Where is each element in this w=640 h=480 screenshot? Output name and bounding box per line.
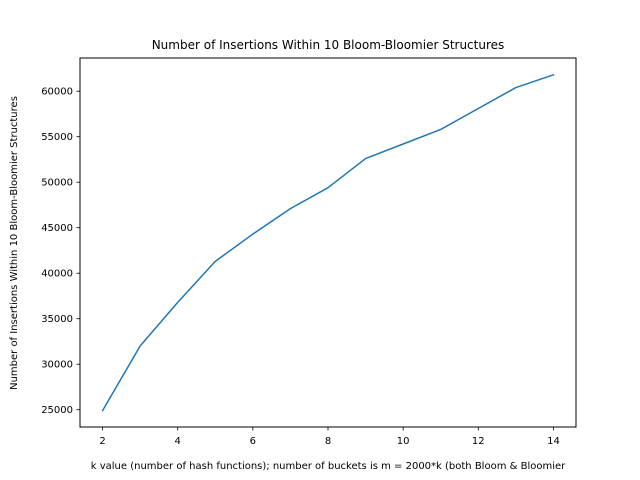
- series-line: [101, 73, 555, 412]
- x-tick-label: 8: [325, 436, 331, 447]
- x-axis: 2 4 6 8 10 12 14: [99, 427, 560, 447]
- axes-frame: [79, 57, 577, 428]
- y-tick-label: 55000: [41, 132, 73, 143]
- x-tick-label: 6: [250, 436, 256, 447]
- y-tick-label: 60000: [41, 87, 73, 98]
- y-axis-label: Number of Insertions Within 10 Bloom-Blo…: [9, 96, 20, 390]
- x-tick-label: 4: [175, 436, 181, 447]
- y-tick-label: 25000: [41, 405, 73, 416]
- y-tick-label: 35000: [41, 314, 73, 325]
- x-tick-label: 10: [397, 436, 410, 447]
- x-tick-label: 2: [99, 436, 105, 447]
- chart-title: Number of Insertions Within 10 Bloom-Blo…: [152, 38, 505, 52]
- x-tick-label: 14: [547, 436, 560, 447]
- y-tick-label: 40000: [41, 269, 73, 280]
- y-tick-label: 45000: [41, 223, 73, 234]
- y-tick-label: 30000: [41, 360, 73, 371]
- x-tick-label: 12: [472, 436, 485, 447]
- y-tick-label: 50000: [41, 178, 73, 189]
- plot-area: [101, 73, 555, 412]
- y-axis: 25000 30000 35000 40000 45000 50000 55000 60000: [41, 87, 80, 416]
- x-axis-label: k value (number of hash functions); numb…: [91, 461, 566, 472]
